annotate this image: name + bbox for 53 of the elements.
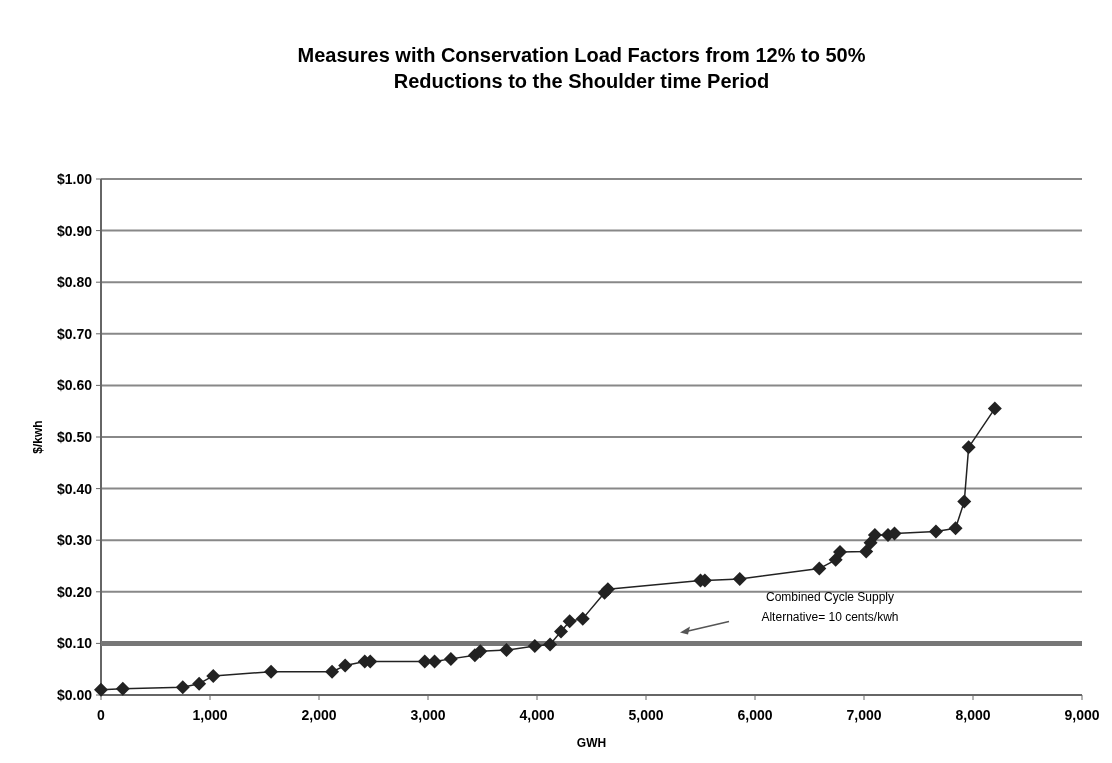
point	[527, 638, 542, 653]
x-tick-label: 3,000	[410, 707, 446, 723]
point	[175, 680, 190, 695]
point	[961, 440, 976, 455]
point	[812, 561, 827, 576]
x-tick-label: 9,000	[1064, 707, 1100, 723]
point	[859, 544, 874, 559]
point	[732, 571, 747, 586]
x-tick-label: 1,000	[192, 707, 228, 723]
point	[94, 682, 108, 697]
point	[115, 681, 130, 696]
point	[427, 654, 442, 669]
x-tick-label: 8,000	[955, 707, 991, 723]
x-tick-label: 6,000	[737, 707, 773, 723]
y-tick-label: $0.50	[56, 429, 93, 445]
point	[192, 676, 207, 691]
chart-title: Measures with Conservation Load Factors from 12% to 50% Reductions to the Shoulder time Period	[297, 44, 866, 92]
point	[417, 654, 432, 669]
point	[206, 668, 221, 683]
y-tick-label: $0.20	[56, 583, 93, 600]
x-tick-label: 5,000	[628, 707, 664, 723]
y-tick-label: $1.00	[56, 171, 93, 187]
y-axis-title: $/kwh	[31, 420, 45, 454]
point	[473, 644, 488, 659]
x-tick-label: 2,000	[301, 707, 337, 723]
point	[338, 658, 353, 673]
point	[575, 611, 590, 626]
point	[264, 664, 279, 679]
y-tick-label: $0.60	[56, 377, 93, 394]
point	[562, 614, 577, 629]
point	[543, 637, 558, 652]
point	[553, 624, 568, 639]
x-tick-label: 7,000	[846, 707, 882, 723]
x-axis-title: GWH	[576, 736, 607, 750]
point	[957, 494, 972, 509]
y-tick-label: $0.30	[56, 532, 93, 549]
y-tick-label: $0.70	[56, 325, 93, 342]
point	[325, 664, 340, 679]
x-tick-label: 4,000	[519, 707, 555, 723]
x-tick-label: 0	[97, 707, 106, 723]
point	[499, 643, 514, 658]
y-tick-label: $0.90	[56, 222, 93, 239]
y-tick-label: $0.10	[56, 635, 93, 652]
point	[987, 401, 1002, 416]
point	[867, 528, 882, 543]
point	[833, 545, 848, 560]
point	[443, 651, 458, 666]
point	[948, 521, 963, 536]
y-tick-label: $0.80	[56, 274, 93, 291]
y-tick-label: $0.40	[56, 480, 93, 497]
y-tick-label: $0.00	[56, 687, 93, 703]
ref-line-label: Combined Cycle Supply Alternative= 10 cents/kwh	[761, 590, 899, 625]
point	[928, 524, 943, 539]
